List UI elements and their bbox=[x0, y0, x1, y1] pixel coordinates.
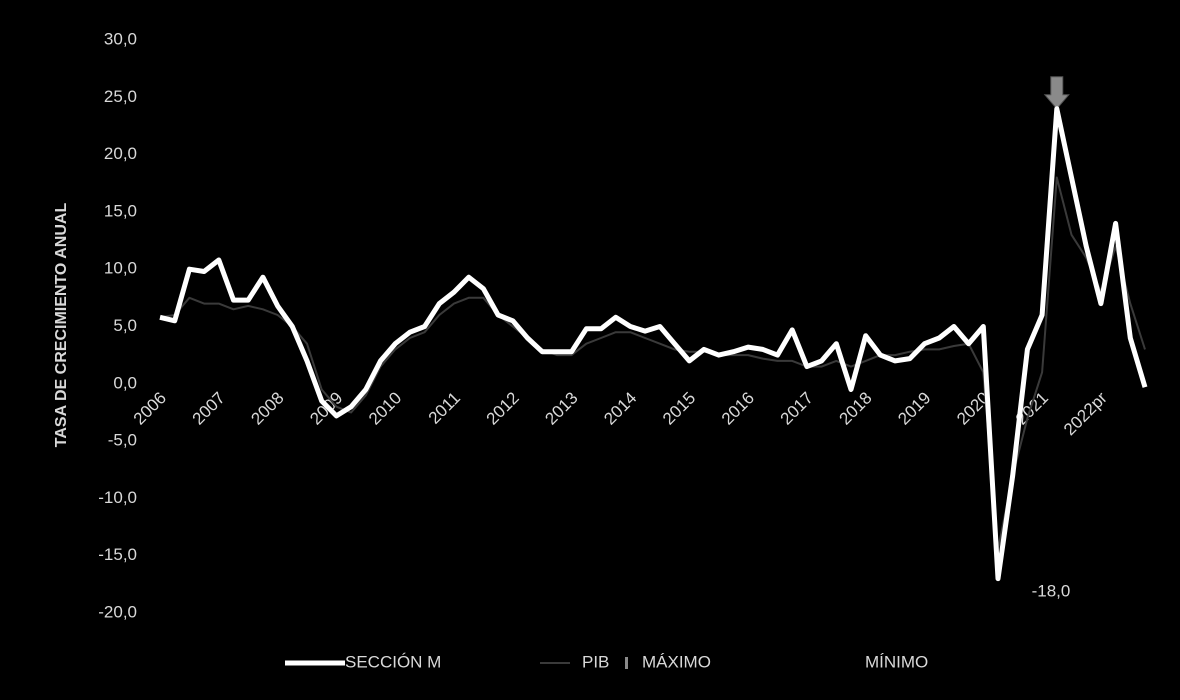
y-tick-label: 0,0 bbox=[113, 373, 137, 392]
legend-label: SECCIÓN M bbox=[345, 652, 441, 671]
y-axis-title: TASA DE CRECIMIENTO ANUAL bbox=[53, 203, 70, 448]
series-line bbox=[159, 176, 1146, 551]
y-tick-label: -15,0 bbox=[98, 545, 137, 564]
legend-label: MÁXIMO bbox=[642, 652, 711, 671]
min-marker bbox=[994, 587, 1001, 594]
series-line bbox=[159, 106, 1148, 582]
legend-label: MÍNIMO bbox=[865, 652, 928, 671]
legend-swatch bbox=[625, 657, 628, 669]
y-tick-label: 25,0 bbox=[104, 87, 137, 106]
y-tick-label: -10,0 bbox=[98, 488, 137, 507]
y-tick-label: 5,0 bbox=[113, 316, 137, 335]
legend-swatch bbox=[862, 660, 868, 666]
y-tick-label: 10,0 bbox=[104, 259, 137, 278]
value-label: -18,0 bbox=[1032, 582, 1071, 601]
y-tick-label: 20,0 bbox=[104, 144, 137, 163]
y-tick-label: -5,0 bbox=[108, 431, 137, 450]
max-marker bbox=[1043, 76, 1070, 110]
y-tick-label: 30,0 bbox=[104, 29, 137, 48]
y-tick-label: 15,0 bbox=[104, 201, 137, 220]
legend-label: PIB bbox=[582, 652, 609, 671]
y-tick-label: -20,0 bbox=[98, 602, 137, 621]
